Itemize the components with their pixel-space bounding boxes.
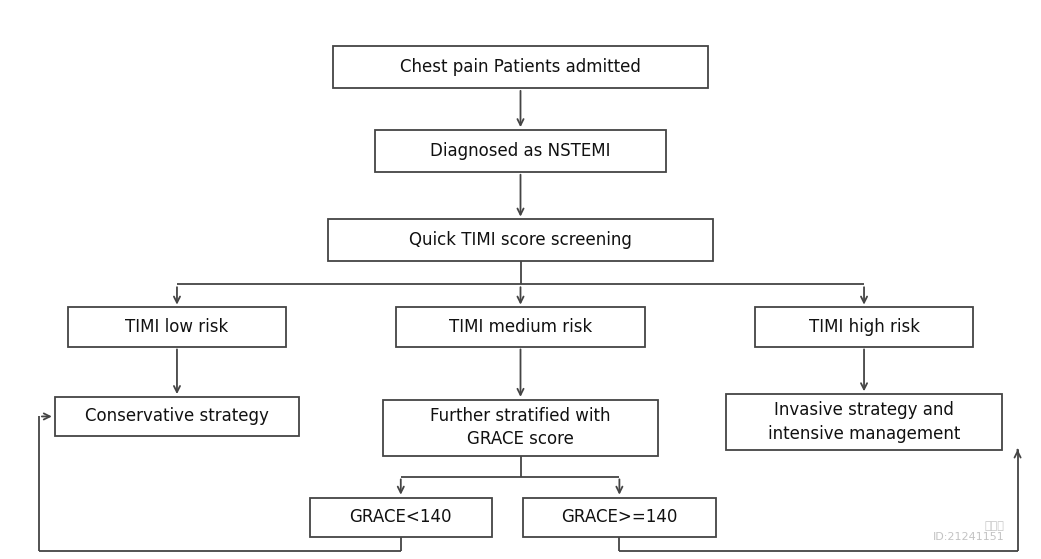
FancyBboxPatch shape [755, 307, 973, 347]
FancyBboxPatch shape [333, 46, 708, 88]
FancyBboxPatch shape [68, 307, 286, 347]
Text: TIMI low risk: TIMI low risk [125, 318, 229, 336]
FancyBboxPatch shape [310, 498, 491, 537]
Text: Invasive strategy and
intensive management: Invasive strategy and intensive manageme… [768, 401, 960, 443]
FancyBboxPatch shape [55, 397, 300, 436]
FancyBboxPatch shape [328, 220, 713, 262]
Text: TIMI medium risk: TIMI medium risk [449, 318, 592, 336]
Text: 杨进刚
ID:21241151: 杨进刚 ID:21241151 [933, 520, 1005, 542]
Text: GRACE<140: GRACE<140 [350, 508, 452, 526]
FancyBboxPatch shape [375, 130, 666, 172]
FancyBboxPatch shape [383, 400, 659, 456]
Text: Conservative strategy: Conservative strategy [85, 408, 269, 425]
FancyBboxPatch shape [726, 394, 1001, 450]
FancyBboxPatch shape [396, 307, 645, 347]
Text: Quick TIMI score screening: Quick TIMI score screening [409, 231, 632, 249]
Text: GRACE>=140: GRACE>=140 [561, 508, 678, 526]
Text: Chest pain Patients admitted: Chest pain Patients admitted [400, 58, 641, 76]
Text: Diagnosed as NSTEMI: Diagnosed as NSTEMI [430, 142, 611, 160]
Text: TIMI high risk: TIMI high risk [809, 318, 919, 336]
FancyBboxPatch shape [523, 498, 716, 537]
Text: Further stratified with
GRACE score: Further stratified with GRACE score [430, 407, 611, 448]
